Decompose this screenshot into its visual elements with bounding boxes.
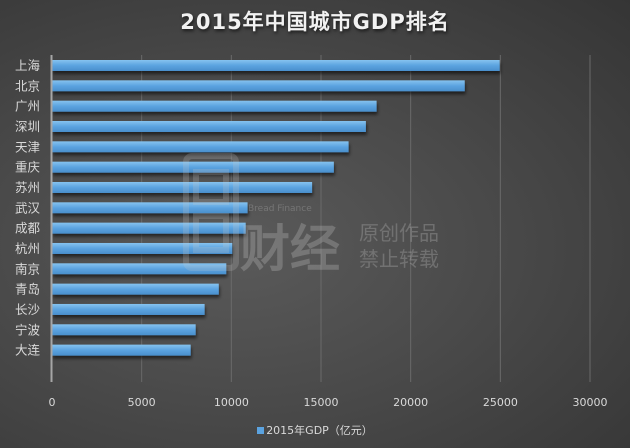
- x-tick-labels: 0 5000 10000 15000 20000 25000 30000: [49, 396, 608, 409]
- chart-title: 2015年中国城市GDP排名: [180, 10, 450, 34]
- category-label: 成都: [15, 221, 41, 236]
- bars: [52, 60, 500, 356]
- category-label: 杭州: [15, 241, 40, 256]
- bar: [52, 283, 219, 295]
- category-label: 深圳: [15, 119, 40, 134]
- category-label: 广州: [15, 99, 40, 114]
- bar: [52, 161, 334, 173]
- category-label: 武汉: [15, 200, 41, 215]
- bar: [52, 324, 196, 336]
- bar: [52, 141, 349, 153]
- bar: [52, 60, 500, 71]
- category-label: 重庆: [15, 160, 41, 175]
- legend: 2015年GDP（亿元）: [0, 422, 630, 438]
- legend-swatch: [257, 427, 265, 434]
- category-label: 青岛: [15, 282, 40, 297]
- bar: [52, 303, 205, 315]
- bar: [52, 100, 377, 112]
- category-label: 南京: [15, 261, 40, 276]
- bar: [52, 202, 248, 214]
- bar: [52, 222, 246, 234]
- bar: [52, 263, 227, 275]
- legend-label: 2015年GDP（亿元）: [266, 424, 373, 437]
- bar: [52, 120, 366, 132]
- category-label: 宁波: [15, 322, 41, 337]
- category-label: 天津: [15, 139, 40, 154]
- bar: [52, 181, 313, 193]
- bar: [52, 242, 233, 254]
- category-label: 苏州: [15, 180, 40, 195]
- x-tick-label: 0: [49, 396, 56, 409]
- x-tick-label: 25000: [483, 396, 518, 409]
- x-tick-label: 5000: [128, 396, 156, 409]
- category-label: 大连: [15, 343, 41, 358]
- x-tick-label: 15000: [304, 396, 339, 409]
- x-tick-label: 10000: [214, 396, 249, 409]
- category-label: 上海: [15, 58, 41, 73]
- bar: [52, 344, 191, 356]
- x-tick-label: 20000: [393, 396, 428, 409]
- x-tick-label: 30000: [573, 396, 608, 409]
- category-label: 北京: [15, 78, 40, 93]
- bar: [52, 80, 465, 92]
- category-label: 长沙: [15, 302, 41, 317]
